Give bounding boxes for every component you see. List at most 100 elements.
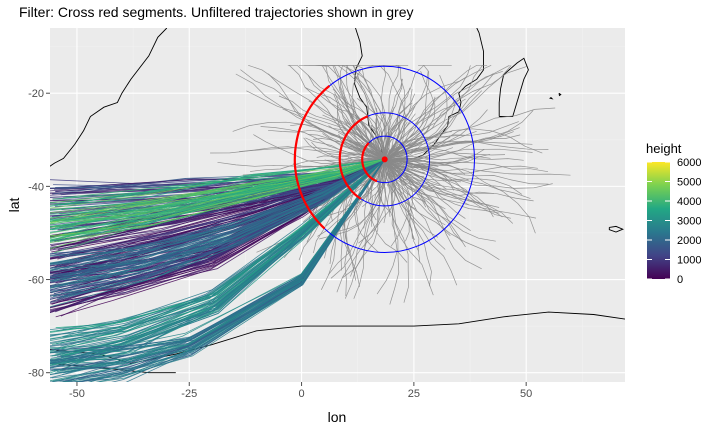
y-tick-label: -80	[28, 368, 44, 380]
filter-segment	[338, 115, 369, 200]
unfiltered-trajectory	[384, 64, 452, 160]
y-tick-label: -20	[28, 88, 44, 100]
filtered-trajectory	[50, 159, 385, 287]
chart-title: Filter: Cross red segments. Unfiltered t…	[19, 4, 414, 20]
unfiltered-trajectory	[288, 65, 385, 160]
unfiltered-trajectory	[384, 65, 483, 160]
unfiltered-trajectory	[384, 159, 482, 270]
unfiltered-trajectory	[328, 159, 388, 275]
filtered-trajectory	[63, 159, 385, 199]
unfiltered-trajectory	[384, 70, 436, 160]
x-axis-title: lon	[328, 409, 347, 425]
unfiltered-trajectory	[384, 159, 534, 202]
unfiltered-trajectory	[318, 159, 386, 219]
unfiltered-trajectory	[384, 76, 467, 160]
unfiltered-trajectory	[346, 66, 390, 160]
legend-tick-label: 3000	[677, 216, 701, 228]
x-tick-label: -50	[69, 388, 85, 400]
filtered-trajectory	[50, 159, 385, 238]
unfiltered-trajectory	[345, 159, 386, 254]
legend-title: height	[646, 141, 682, 156]
unfiltered-trajectory	[384, 159, 409, 303]
unfiltered-trajectory	[384, 159, 425, 173]
filtered-trajectory	[50, 159, 385, 342]
unfiltered-trajectory	[282, 108, 385, 160]
filtered-trajectory	[52, 159, 385, 297]
unfiltered-trajectory	[311, 141, 385, 161]
unfiltered-trajectory	[384, 140, 533, 160]
unfiltered-trajectory	[332, 88, 386, 160]
source-point	[381, 156, 388, 163]
coastline-kerguelen	[608, 225, 624, 233]
unfiltered-trajectory	[239, 146, 385, 160]
filter-segments	[293, 85, 388, 230]
filtered-trajectory	[50, 159, 385, 215]
unfiltered-trajectory	[384, 64, 488, 160]
coastline-mauritius	[558, 92, 562, 97]
filtered-trajectory	[51, 159, 385, 353]
x-tick-label: 25	[408, 388, 420, 400]
y-tick-label: -60	[28, 275, 44, 287]
filtered-trajectory	[58, 159, 386, 382]
unfiltered-trajectory	[384, 134, 465, 160]
unfiltered-trajectory	[381, 64, 386, 160]
filtered-trajectory	[50, 159, 385, 352]
unfiltered-trajectory	[384, 159, 500, 214]
unfiltered-trajectory	[356, 98, 388, 160]
filter-segment	[361, 142, 378, 183]
legend-colorbar	[647, 162, 670, 279]
unfiltered-trajectory	[268, 73, 385, 160]
legend-tick-label: 0	[677, 274, 683, 286]
coastline-reunion	[549, 97, 554, 100]
filtered-trajectory	[111, 159, 386, 382]
unfiltered-trajectory	[344, 159, 386, 299]
unfiltered-trajectory	[384, 159, 537, 219]
x-tick-label: 0	[299, 388, 305, 400]
unfiltered-trajectory	[304, 87, 385, 160]
filtered-trajectory	[56, 159, 385, 206]
unfiltered-trajectory	[384, 159, 536, 234]
unfiltered-trajectory	[384, 131, 453, 160]
filtered-trajectory	[50, 159, 385, 255]
unfiltered-trajectory	[375, 107, 386, 160]
filtered-trajectory	[60, 159, 385, 215]
filtered-trajectory	[50, 159, 385, 363]
y-tick-label: -40	[28, 181, 44, 193]
x-tick-label: -25	[181, 388, 197, 400]
unfiltered-trajectory	[358, 159, 396, 244]
filtered-trajectory	[57, 159, 385, 242]
unfiltered-trajectory	[278, 95, 385, 160]
unfiltered-trajectory	[384, 148, 485, 161]
unfiltered-trajectory	[232, 121, 385, 160]
coastline-south-america	[50, 28, 168, 167]
filtered-trajectory	[53, 159, 385, 295]
unfiltered-trajectory	[384, 159, 432, 287]
filtered-trajectory	[59, 159, 385, 298]
legend-tick-label: 5000	[677, 177, 701, 189]
unfiltered-trajectory	[384, 159, 466, 248]
filtered-trajectory	[50, 159, 385, 308]
unfiltered-trajectory	[384, 147, 454, 161]
unfiltered-trajectories	[210, 64, 571, 305]
height-legend: height 0 1000 2000 3000 4000 5000 6000	[646, 141, 701, 286]
legend-tick-label: 6000	[677, 157, 701, 169]
filtered-trajectory	[50, 159, 386, 359]
unfiltered-trajectory	[384, 131, 514, 160]
unfiltered-trajectory	[384, 159, 458, 286]
unfiltered-trajectory	[384, 148, 533, 160]
filtered-trajectory	[50, 159, 385, 345]
unfiltered-trajectory	[384, 159, 531, 199]
legend-tick-label: 2000	[677, 235, 701, 247]
y-axis-title: lat	[6, 198, 22, 213]
unfiltered-trajectory	[384, 110, 534, 162]
x-tick-label: 50	[520, 388, 532, 400]
unfiltered-trajectory	[355, 64, 386, 160]
unfiltered-trajectory	[384, 156, 491, 168]
unfiltered-trajectory	[353, 159, 385, 253]
filtered-trajectory	[50, 159, 385, 242]
filtered-trajectory	[50, 159, 385, 214]
filtered-trajectory	[125, 159, 386, 382]
unfiltered-trajectory	[384, 64, 406, 160]
unfiltered-trajectory	[384, 157, 549, 173]
